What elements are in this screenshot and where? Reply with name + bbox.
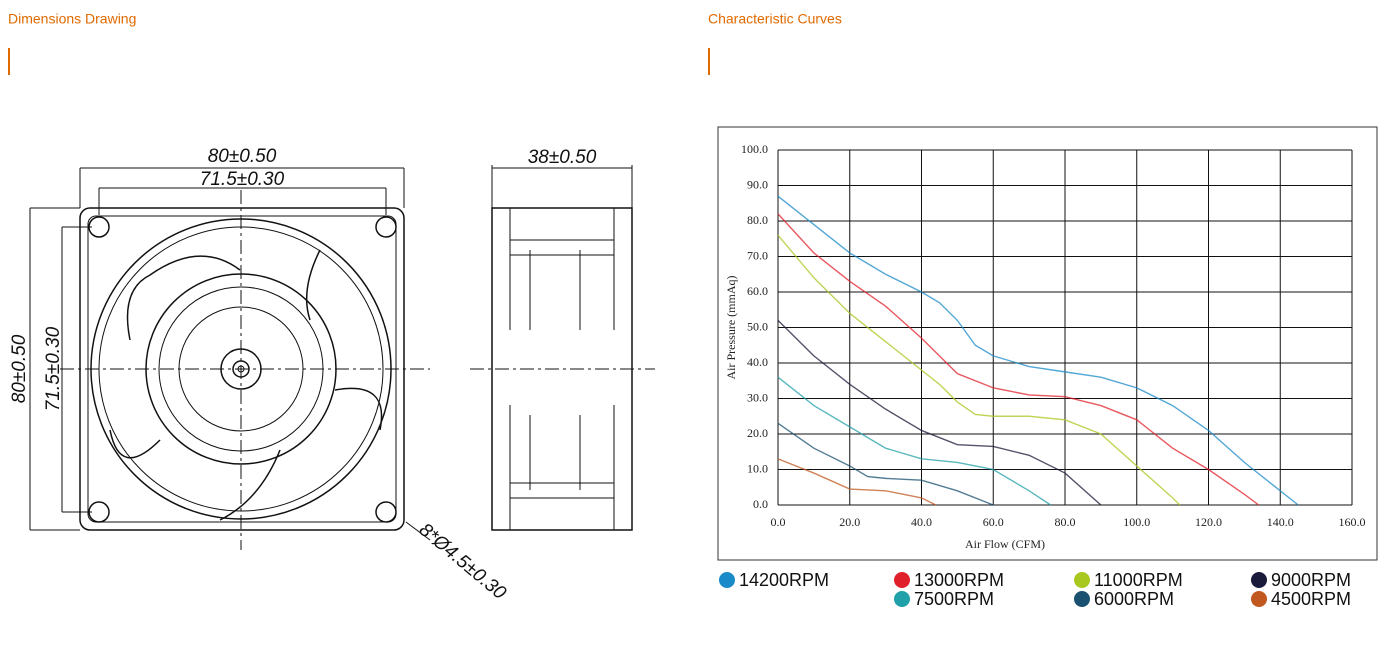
fan-front (29, 167, 431, 550)
x-tick-label: 0.0 (771, 515, 786, 529)
legend-swatch (1251, 591, 1267, 607)
series-line (777, 213, 1260, 506)
series-line (777, 319, 1102, 506)
legend-label: 13000RPM (914, 570, 1004, 590)
y-tick-label: 50.0 (747, 319, 768, 333)
y-tick-label: 80.0 (747, 213, 768, 227)
legend-label: 6000RPM (1094, 589, 1174, 609)
legend-label: 4500RPM (1271, 589, 1351, 609)
chart-frame (717, 126, 1378, 561)
x-tick-label: 80.0 (1055, 515, 1076, 529)
y-tick-label: 30.0 (747, 390, 768, 404)
series-line (777, 458, 937, 506)
y-tick-label: 70.0 (747, 248, 768, 262)
x-axis-label: Air Flow (CFM) (965, 537, 1045, 551)
series-line (777, 234, 1181, 506)
legend-swatch (894, 572, 910, 588)
x-tick-label: 60.0 (983, 515, 1004, 529)
legend-label: 9000RPM (1271, 570, 1351, 590)
series-line (777, 376, 1052, 506)
accent (708, 48, 710, 75)
legend-label: 11000RPM (1094, 570, 1183, 590)
legend-swatch (719, 572, 735, 588)
dim-label: 71.5±0.30 (43, 326, 64, 411)
dim-label: 8*Ø4.5±0.30 (415, 519, 510, 604)
accent (8, 48, 10, 75)
heading: Characteristic Curves (708, 11, 842, 27)
y-axis-label: Air Pressure (mmAq) (724, 276, 738, 380)
series-line (777, 195, 1299, 506)
series-line (777, 422, 994, 506)
legend-label: 7500RPM (914, 589, 994, 609)
y-tick-label: 90.0 (747, 177, 768, 191)
x-tick-label: 20.0 (839, 515, 860, 529)
legend-swatch (1251, 572, 1267, 588)
y-tick-label: 60.0 (747, 284, 768, 298)
dim-label: 71.5±0.30 (200, 169, 285, 190)
heading: Dimensions Drawing (8, 11, 136, 27)
x-tick-label: 140.0 (1267, 515, 1294, 529)
y-tick-label: 0.0 (753, 497, 768, 511)
y-tick-label: 40.0 (747, 355, 768, 369)
x-tick-label: 40.0 (911, 515, 932, 529)
y-tick-label: 20.0 (747, 426, 768, 440)
dim-label: 80±0.50 (9, 334, 30, 403)
x-tick-label: 120.0 (1195, 515, 1222, 529)
y-tick-label: 10.0 (747, 461, 768, 475)
x-tick-label: 160.0 (1339, 515, 1366, 529)
legend-label: 14200RPM (739, 570, 829, 590)
dim-label: 38±0.50 (528, 147, 597, 168)
legend-swatch (1074, 591, 1090, 607)
dim-label: 80±0.50 (208, 146, 277, 167)
x-tick-label: 100.0 (1123, 515, 1150, 529)
legend-swatch (1074, 572, 1090, 588)
fan-side (470, 165, 655, 531)
legend-swatch (894, 591, 910, 607)
y-tick-label: 100.0 (741, 142, 768, 156)
